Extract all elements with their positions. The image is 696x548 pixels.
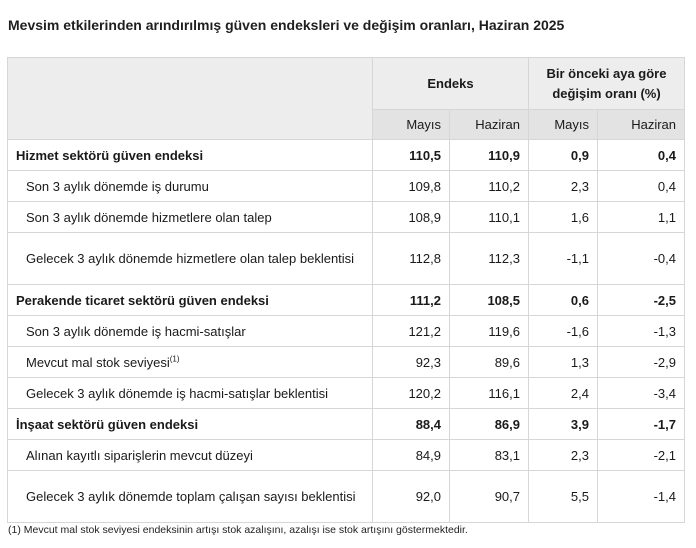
cell-value: 112,8 (372, 232, 450, 285)
header-change-may: Mayıs (528, 109, 598, 140)
header-index-may: Mayıs (372, 109, 450, 140)
cell-value: 110,2 (449, 170, 529, 202)
row-label: Son 3 aylık dönemde iş hacmi-satışlar (7, 315, 373, 347)
table-row: Son 3 aylık dönemde iş hacmi-satışlar 12… (7, 315, 685, 347)
cell-value: 86,9 (449, 408, 529, 440)
cell-value: 109,8 (372, 170, 450, 202)
cell-value: -3,4 (597, 377, 685, 409)
table-row-construction-index: İnşaat sektörü güven endeksi 88,4 86,9 3… (7, 408, 685, 440)
cell-value: -2,9 (597, 346, 685, 378)
cell-value: 92,0 (372, 470, 450, 523)
cell-value: 92,3 (372, 346, 450, 378)
cell-value: 116,1 (449, 377, 529, 409)
cell-value: 1,1 (597, 201, 685, 233)
cell-value: -0,4 (597, 232, 685, 285)
table-row: Alınan kayıtlı siparişlerin mevcut düzey… (7, 439, 685, 471)
cell-value: 108,9 (372, 201, 450, 233)
table-title: Mevsim etkilerinden arındırılmış güven e… (8, 17, 565, 33)
table-row: Mevcut mal stok seviyesi(1) 92,3 89,6 1,… (7, 346, 685, 378)
cell-value: 111,2 (372, 284, 450, 316)
cell-value: 108,5 (449, 284, 529, 316)
cell-value: 1,6 (528, 201, 598, 233)
cell-value: -1,7 (597, 408, 685, 440)
cell-value: 110,9 (449, 139, 529, 171)
row-label: Gelecek 3 aylık dönemde hizmetlere olan … (7, 232, 373, 285)
confidence-index-table: Endeks Bir önceki aya göre değişim oranı… (7, 57, 685, 523)
cell-value: 110,1 (449, 201, 529, 233)
header-change-june: Haziran (597, 109, 685, 140)
table-row: Son 3 aylık dönemde iş durumu 109,8 110,… (7, 170, 685, 202)
cell-value: 2,4 (528, 377, 598, 409)
cell-value: 84,9 (372, 439, 450, 471)
cell-value: 2,3 (528, 170, 598, 202)
header-index: Endeks (372, 57, 529, 110)
row-label: Son 3 aylık dönemde iş durumu (7, 170, 373, 202)
header-row-groups: Endeks Bir önceki aya göre değişim oranı… (7, 57, 685, 140)
cell-value: 0,4 (597, 170, 685, 202)
table-row-services-index: Hizmet sektörü güven endeksi 110,5 110,9… (7, 139, 685, 171)
cell-value: 83,1 (449, 439, 529, 471)
row-label: İnşaat sektörü güven endeksi (7, 408, 373, 440)
table-row: Gelecek 3 aylık dönemde iş hacmi-satışla… (7, 377, 685, 409)
row-label: Alınan kayıtlı siparişlerin mevcut düzey… (7, 439, 373, 471)
table-row-retail-index: Perakende ticaret sektörü güven endeksi … (7, 284, 685, 316)
row-label: Perakende ticaret sektörü güven endeksi (7, 284, 373, 316)
header-row-months: Mayıs Haziran Mayıs Haziran (8, 109, 685, 140)
footnote: (1) Mevcut mal stok seviyesi endeksinin … (8, 524, 468, 536)
cell-value: 3,9 (528, 408, 598, 440)
cell-value: -2,1 (597, 439, 685, 471)
cell-value: 121,2 (372, 315, 450, 347)
cell-value: 0,9 (528, 139, 598, 171)
cell-value: 119,6 (449, 315, 529, 347)
cell-value: 88,4 (372, 408, 450, 440)
footnote-marker: (1) (169, 354, 180, 364)
table-row: Gelecek 3 aylık dönemde hizmetlere olan … (7, 232, 685, 285)
cell-value: 120,2 (372, 377, 450, 409)
cell-value: 89,6 (449, 346, 529, 378)
cell-value: -2,5 (597, 284, 685, 316)
row-label: Son 3 aylık dönemde hizmetlere olan tale… (7, 201, 373, 233)
header-index-june: Haziran (449, 109, 529, 140)
cell-value: 90,7 (449, 470, 529, 523)
cell-value: -1,1 (528, 232, 598, 285)
table-row: Gelecek 3 aylık dönemde toplam çalışan s… (7, 470, 685, 523)
row-label: Mevcut mal stok seviyesi (26, 354, 170, 370)
header-change-rate: Bir önceki aya göre değişim oranı (%) (528, 57, 685, 110)
cell-value: 0,6 (528, 284, 598, 316)
row-label: Hizmet sektörü güven endeksi (7, 139, 373, 171)
cell-value: 5,5 (528, 470, 598, 523)
cell-value: 2,3 (528, 439, 598, 471)
cell-value: 1,3 (528, 346, 598, 378)
cell-value: 112,3 (449, 232, 529, 285)
cell-value: 110,5 (372, 139, 450, 171)
row-label: Gelecek 3 aylık dönemde toplam çalışan s… (7, 470, 373, 523)
header-corner-cell (7, 57, 373, 140)
cell-value: -1,4 (597, 470, 685, 523)
row-label-with-footnote: Mevcut mal stok seviyesi(1) (7, 346, 373, 378)
row-label: Gelecek 3 aylık dönemde iş hacmi-satışla… (7, 377, 373, 409)
table-row: Son 3 aylık dönemde hizmetlere olan tale… (7, 201, 685, 233)
cell-value: -1,6 (528, 315, 598, 347)
cell-value: -1,3 (597, 315, 685, 347)
cell-value: 0,4 (597, 139, 685, 171)
